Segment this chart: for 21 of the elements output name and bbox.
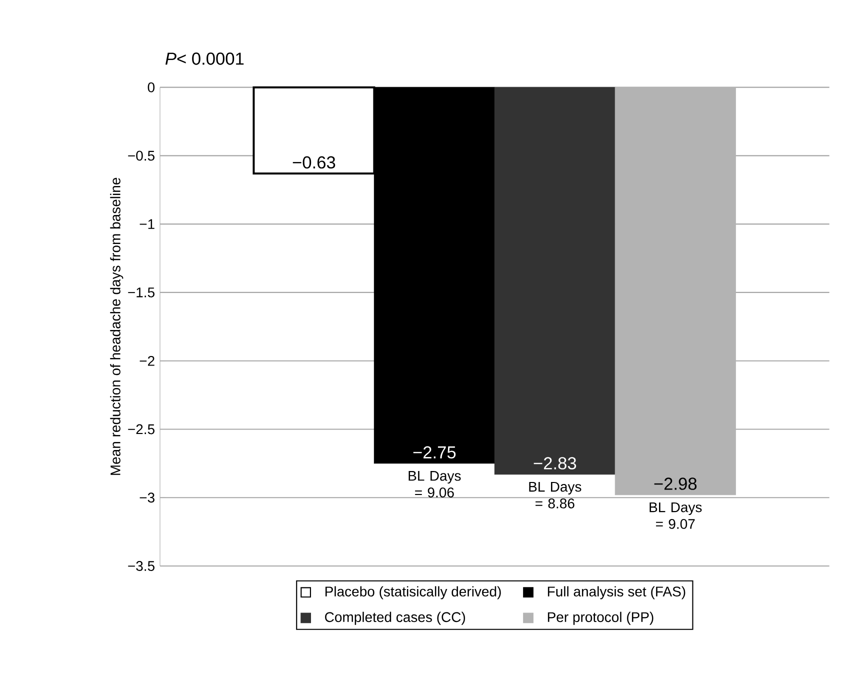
annotation: BL Days = 8.86: [529, 482, 582, 508]
y-tick-label: −1.5: [128, 288, 154, 298]
legend-label: Placebo (statisically derived): [325, 586, 501, 600]
y-tick-label: −0.5: [128, 150, 154, 161]
y-tick-label: −2.5: [128, 424, 154, 434]
annotation: BL Days = 9.07: [650, 502, 702, 529]
y-tick-label: −1: [140, 219, 154, 229]
data-label: −0.63: [292, 156, 336, 169]
annotation: BL Days = 9.06: [408, 471, 461, 498]
legend-label: Completed cases (CC): [325, 612, 466, 625]
data-label: −2.98: [654, 478, 697, 490]
data-label: −2.83: [534, 457, 576, 470]
data-label: −2.75: [413, 446, 456, 458]
y-tick-label: −3.5: [128, 561, 154, 571]
y-tick-label: −3: [140, 492, 154, 503]
legend-label: Per protocol (PP): [548, 612, 654, 625]
y-tick-label: 0: [148, 82, 155, 92]
chart-title: P< 0.0001: [165, 52, 244, 65]
y-tick-label: −2: [140, 356, 154, 366]
legend-label: Full analysis set (FAS): [548, 586, 686, 600]
y-axis-title: Mean reduction of headache days from baseline: [110, 178, 124, 475]
